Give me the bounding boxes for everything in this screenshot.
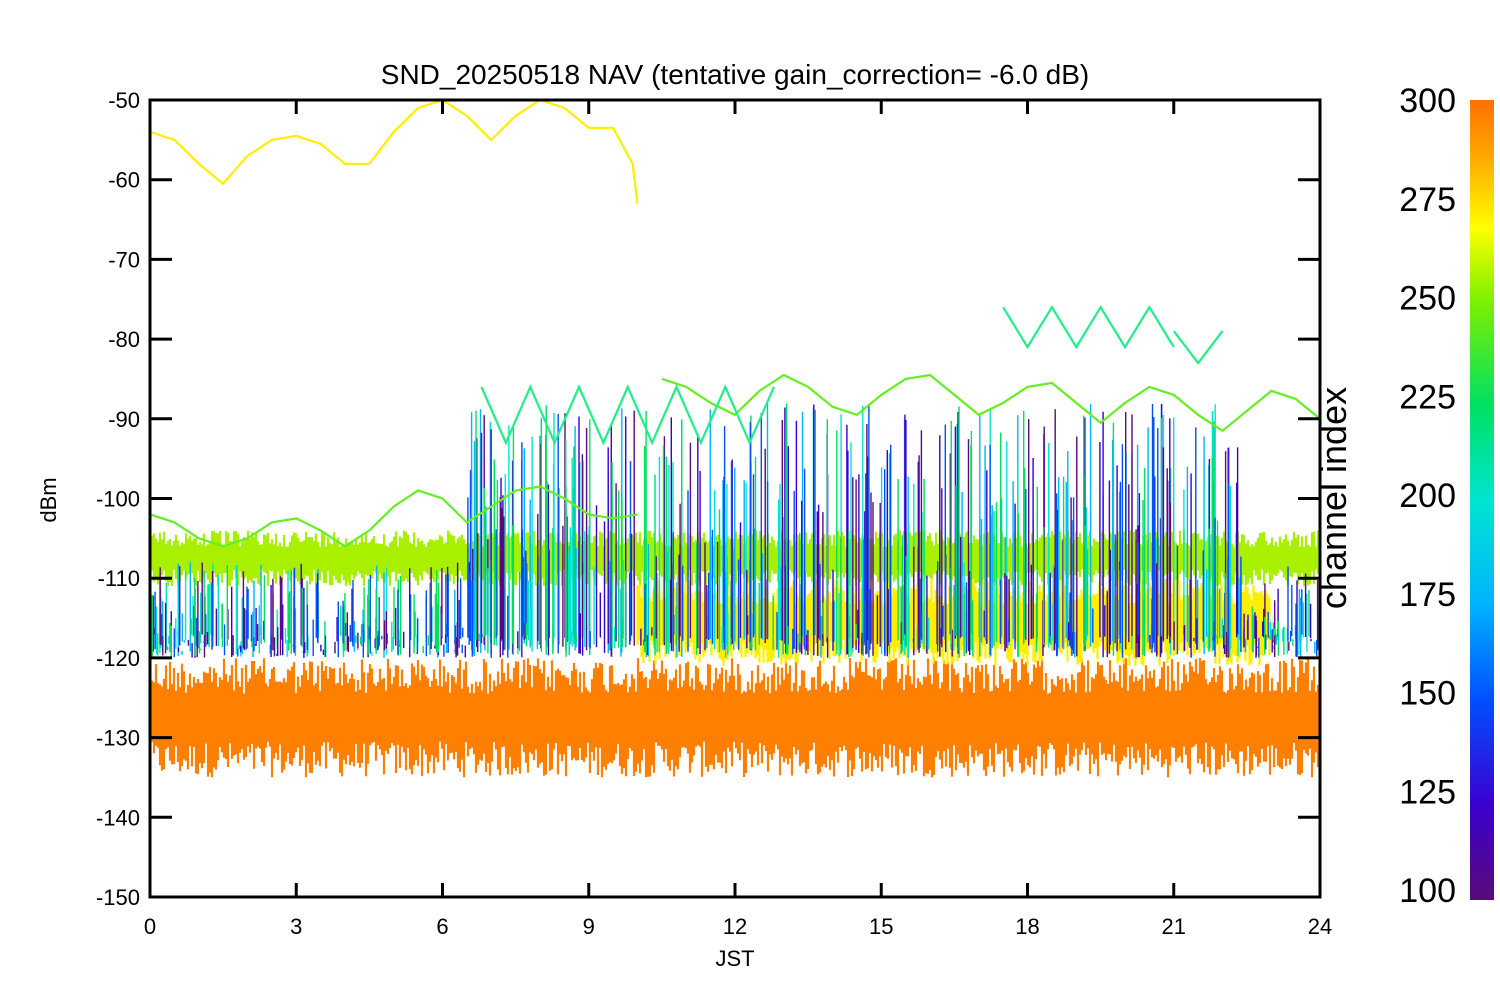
chart-title: SND_20250518 NAV (tentative gain_correct… — [381, 59, 1089, 90]
series-line-1 — [150, 485, 638, 548]
colorbar-title: channel index — [1313, 387, 1354, 609]
x-tick-label: 0 — [144, 914, 156, 939]
band-noise-floor — [150, 658, 1320, 778]
colorbar: 300 275 250 225 200 175 150 125 100 channel inde… — [1313, 82, 1494, 910]
colorbar-tick-label: 200 — [1399, 477, 1456, 515]
colorbar-tick-label: 125 — [1399, 773, 1456, 811]
y-axis: -50 -60 -70 -80 -90 -100 -110 -120 -130 -140 -150 — [96, 88, 1320, 910]
spike-group-3 — [153, 409, 1319, 658]
series-line-4 — [1002, 305, 1175, 350]
y-tick-label: -140 — [96, 805, 140, 830]
y-tick-label: -80 — [108, 327, 140, 352]
x-tick-label: 6 — [436, 914, 448, 939]
plot-area — [150, 100, 1320, 778]
y-tick-label: -110 — [98, 566, 140, 591]
y-tick-label: -120 — [96, 646, 140, 671]
y-tick-label: -50 — [108, 88, 140, 113]
y-tick-label: -60 — [108, 168, 140, 193]
series-line-2 — [661, 373, 1320, 433]
y-tick-label: -100 — [96, 487, 140, 512]
series-line-5 — [1172, 330, 1224, 365]
x-axis: 0 3 6 9 12 15 18 21 24 — [144, 100, 1332, 939]
colorbar-ticks: 300 275 250 225 200 175 150 125 100 — [1399, 82, 1456, 910]
x-axis-label: JST — [715, 946, 754, 971]
colorbar-tick-label: 250 — [1399, 280, 1456, 318]
x-tick-label: 24 — [1308, 914, 1332, 939]
colorbar-tick-label: 175 — [1399, 576, 1456, 614]
colorbar-gradient — [1470, 100, 1494, 900]
series-line-0 — [150, 100, 639, 204]
spike-traces — [151, 403, 1319, 658]
colorbar-tick-label: 225 — [1399, 378, 1456, 416]
series-lines — [150, 100, 1320, 548]
y-tick-label: -130 — [96, 726, 140, 751]
colorbar-tick-label: 150 — [1399, 675, 1456, 713]
x-tick-label: 3 — [290, 914, 302, 939]
y-tick-label: -150 — [96, 885, 140, 910]
y-axis-label: dBm — [36, 477, 61, 522]
y-tick-label: -90 — [108, 407, 140, 432]
x-tick-label: 15 — [869, 914, 893, 939]
colorbar-tick-label: 300 — [1399, 82, 1456, 120]
colorbar-tick-label: 100 — [1399, 872, 1456, 910]
colorbar-tick-label: 275 — [1399, 181, 1456, 219]
x-tick-label: 9 — [583, 914, 595, 939]
x-tick-label: 12 — [723, 914, 747, 939]
y-tick-label: -70 — [108, 247, 140, 272]
x-tick-label: 18 — [1015, 914, 1039, 939]
series-line-3 — [480, 384, 776, 446]
x-tick-label: 21 — [1162, 914, 1186, 939]
spike-group-5 — [154, 404, 1318, 658]
